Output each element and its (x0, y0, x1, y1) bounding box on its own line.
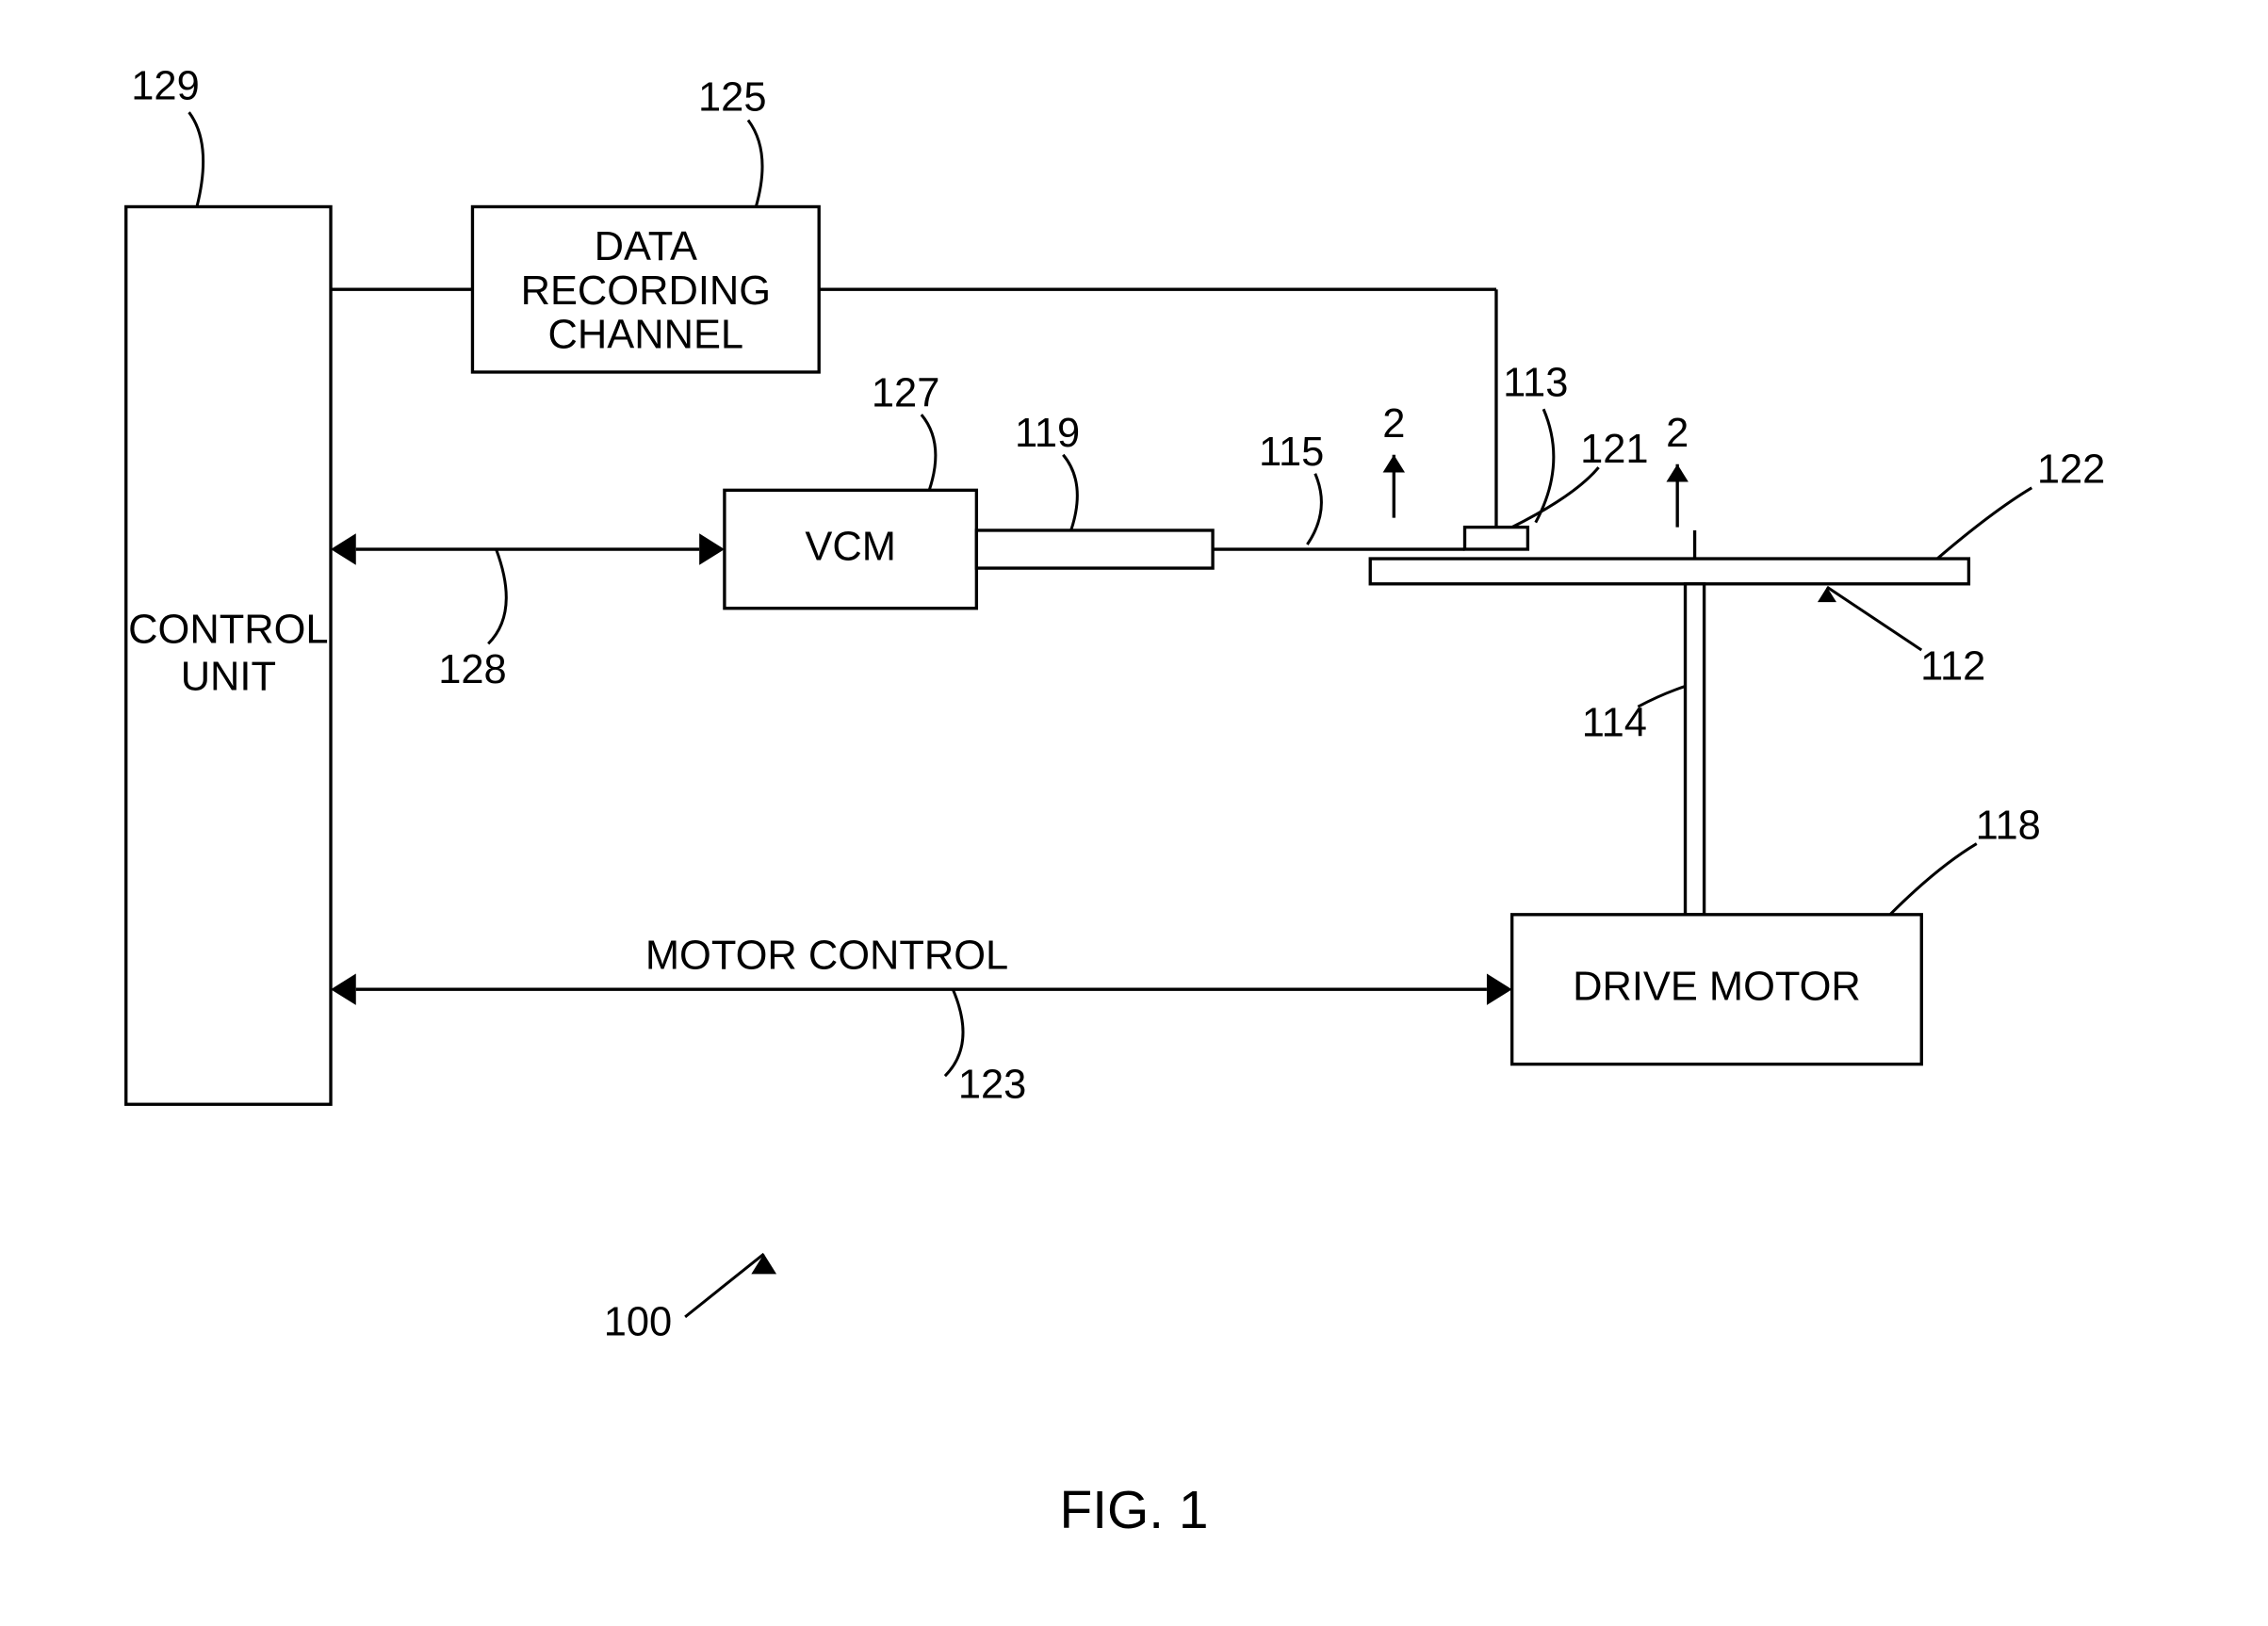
svg-text:129: 129 (131, 64, 199, 109)
svg-text:VCM: VCM (805, 525, 896, 570)
svg-text:MOTOR CONTROL: MOTOR CONTROL (645, 933, 1008, 978)
svg-text:113: 113 (1503, 361, 1568, 406)
svg-text:UNIT: UNIT (181, 654, 276, 699)
svg-text:CONTROL: CONTROL (128, 607, 328, 652)
svg-text:CHANNEL: CHANNEL (548, 313, 744, 358)
svg-text:125: 125 (698, 74, 766, 120)
svg-text:119: 119 (1015, 411, 1080, 456)
slider-121 (1465, 528, 1528, 549)
svg-text:2: 2 (1666, 411, 1689, 456)
svg-text:DATA: DATA (595, 224, 697, 269)
svg-text:121: 121 (1580, 427, 1648, 472)
svg-text:128: 128 (438, 647, 506, 692)
svg-text:123: 123 (958, 1062, 1026, 1107)
svg-text:127: 127 (872, 371, 939, 416)
svg-text:2: 2 (1382, 401, 1405, 447)
svg-text:122: 122 (2037, 447, 2105, 493)
svg-text:112: 112 (1920, 644, 1985, 690)
svg-text:DRIVE MOTOR: DRIVE MOTOR (1573, 965, 1861, 1010)
svg-text:114: 114 (1582, 701, 1647, 746)
actuator-arm-119 (976, 530, 1213, 568)
svg-text:FIG. 1: FIG. 1 (1060, 1481, 1209, 1540)
svg-text:100: 100 (604, 1300, 672, 1345)
disk-112 (1370, 559, 1968, 584)
svg-text:118: 118 (1976, 803, 2041, 848)
svg-text:RECORDING: RECORDING (521, 268, 771, 314)
spindle-114 (1686, 584, 1705, 915)
svg-text:115: 115 (1259, 430, 1324, 475)
